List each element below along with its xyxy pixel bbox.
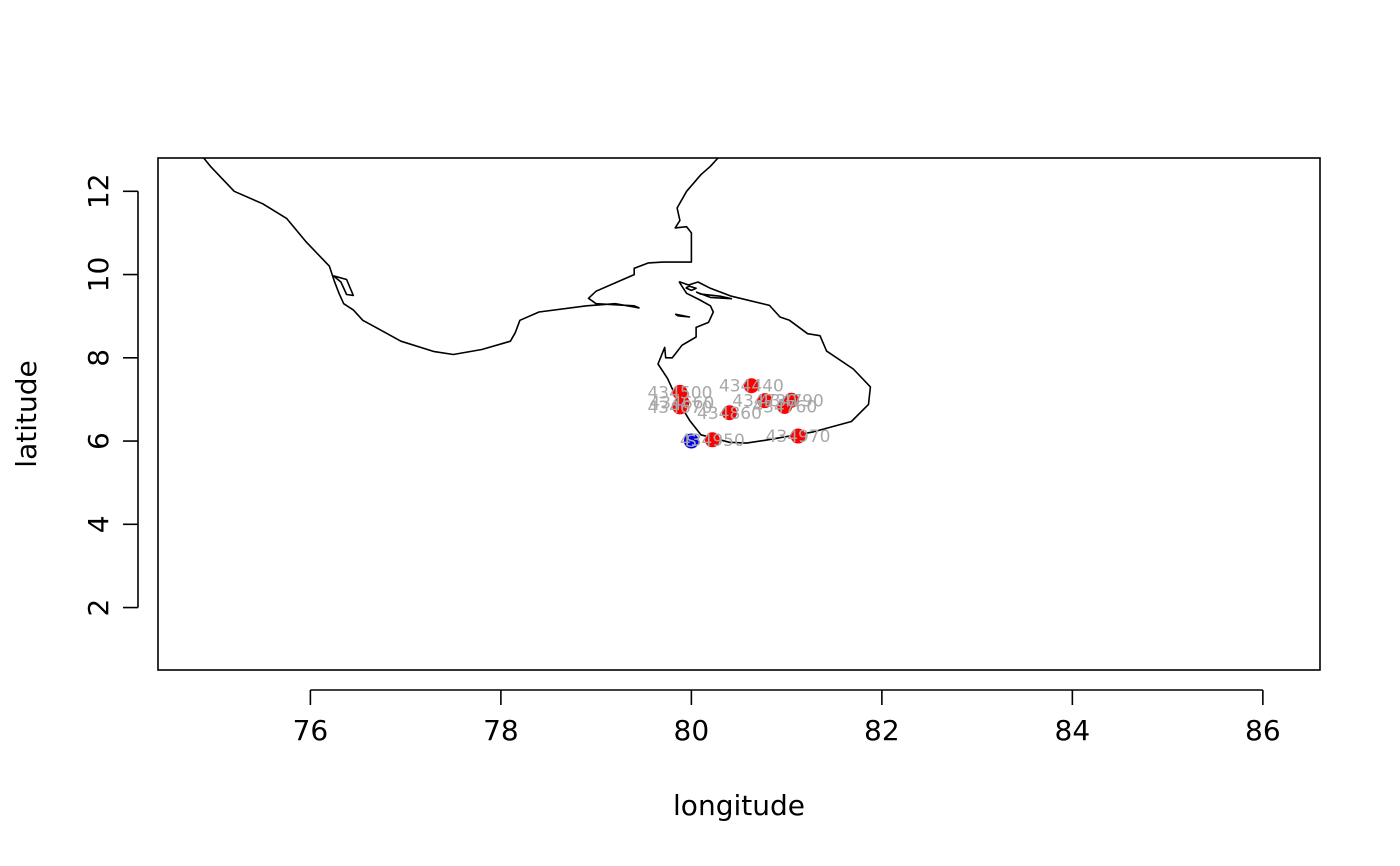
station-label: 434790 (759, 391, 824, 411)
station-label: 434660 (649, 393, 714, 413)
station-point (777, 399, 793, 415)
x-axis: 76 78 80 82 84 86 (293, 689, 1281, 747)
x-tick-label: 86 (1245, 714, 1281, 747)
y-axis: 2 4 6 8 10 12 (82, 173, 139, 617)
y-tick-label: 8 (82, 349, 115, 367)
coastline-path-0 (203, 158, 719, 356)
x-axis-title: longitude (673, 789, 805, 822)
station-label: S (686, 432, 697, 452)
station-label: 434670 (647, 398, 712, 418)
station-point (683, 433, 699, 449)
station-label: 434500 (647, 383, 712, 403)
station-label: 434440 (719, 377, 784, 397)
x-tick-label: 80 (674, 714, 710, 747)
coastline-path-3 (685, 285, 697, 292)
station-label: 434860 (697, 404, 762, 424)
station-point (721, 405, 737, 421)
y-tick-label: 4 (82, 515, 115, 533)
coastline-path-4 (674, 313, 691, 318)
station-point (757, 393, 773, 409)
station-label: 434950 (680, 431, 745, 451)
points-layer (672, 378, 806, 449)
station-point (704, 432, 720, 448)
x-tick-label: 84 (1055, 714, 1091, 747)
coastline-path-2 (695, 291, 733, 300)
station-label: 434730 (732, 392, 797, 412)
station-point (790, 428, 806, 444)
station-label: 434760 (752, 398, 817, 418)
y-tick-label: 2 (82, 599, 115, 617)
y-tick-label: 6 (82, 432, 115, 450)
x-tick-label: 78 (483, 714, 519, 747)
coastline-path-5 (332, 275, 355, 297)
y-axis-title: latitude (10, 360, 43, 467)
station-label: 434970 (766, 427, 831, 447)
x-tick-label: 82 (864, 714, 900, 747)
x-tick-label: 76 (293, 714, 329, 747)
station-point (672, 399, 688, 415)
plot-frame (157, 157, 1321, 671)
y-tick-label: 12 (82, 173, 115, 209)
y-tick-label: 10 (82, 257, 115, 293)
station-point (743, 378, 759, 394)
